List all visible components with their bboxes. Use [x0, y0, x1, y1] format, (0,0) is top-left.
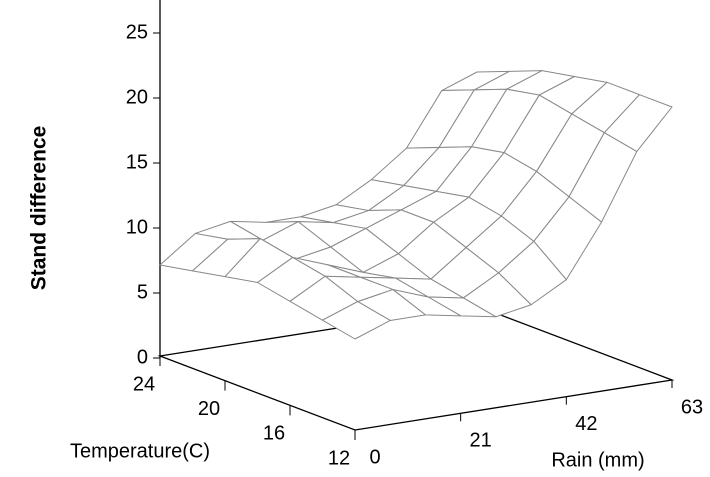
z-tick-label: 0: [137, 346, 148, 368]
z-tick-label: 5: [137, 281, 148, 303]
y-tick-label: 12: [328, 447, 350, 469]
z-tick-label: 15: [126, 151, 148, 173]
x-tick-label: 0: [369, 446, 380, 468]
surface-cell: [322, 301, 391, 340]
z-tick-label: 25: [126, 21, 148, 43]
z-axis-title: Stand difference: [28, 126, 51, 291]
y-tick-label: 24: [133, 373, 155, 395]
z-tick-label: 10: [126, 216, 148, 238]
x-tick-label: 42: [575, 413, 597, 435]
floor: [157, 305, 675, 431]
z-tick-label: 20: [126, 86, 148, 108]
x-axis-title: Rain (mm): [551, 449, 644, 471]
x-tick-label: 21: [470, 430, 492, 452]
y-tick-label: 16: [263, 423, 285, 445]
y-tick-label: 20: [198, 398, 220, 420]
x-tick-label: 63: [681, 396, 703, 418]
y-axis-title: Temperature(C): [70, 440, 210, 462]
